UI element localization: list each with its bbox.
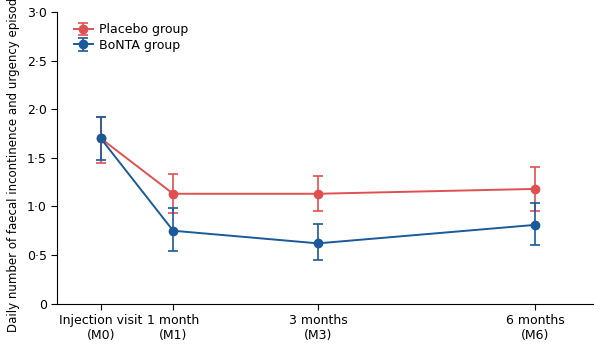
Legend: Placebo group, BoNTA group: Placebo group, BoNTA group: [69, 18, 193, 57]
Y-axis label: Daily number of faecal incontinence and urgency episodes: Daily number of faecal incontinence and …: [7, 0, 20, 332]
